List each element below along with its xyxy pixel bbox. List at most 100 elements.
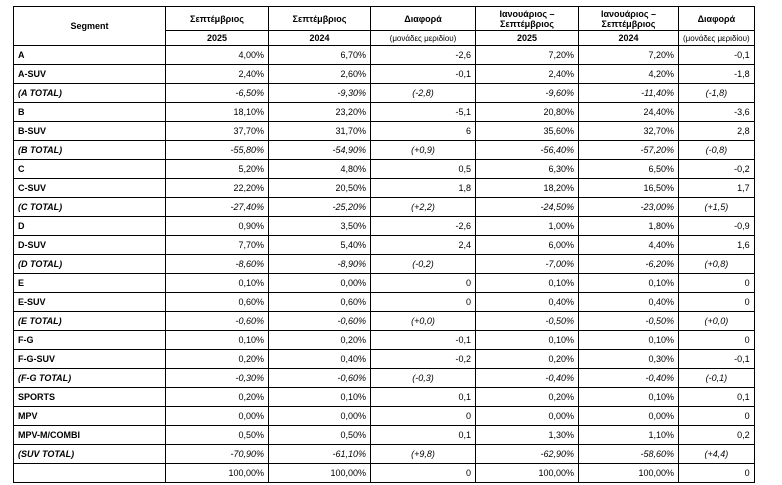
value-cell: 0,00% <box>268 273 371 293</box>
value-cell: 0,2 <box>678 425 755 445</box>
data-row: 100,00% 100,00% 0 100,00% 100,00% 0 <box>13 463 755 483</box>
value-cell: -0,1 <box>370 64 476 84</box>
segment-cell: B <box>13 102 166 122</box>
value-cell: 5,40% <box>268 235 371 255</box>
segment-cell: D <box>13 216 166 236</box>
column-subheader: (μονάδες μεριδίου) <box>678 30 755 46</box>
column-header: Σεπτέμβριος <box>165 6 269 31</box>
segment-cell: C-SUV <box>13 178 166 198</box>
value-cell: -0,50% <box>578 311 679 331</box>
value-cell: 0,20% <box>475 387 579 407</box>
data-row: C-SUV 22,20% 20,50% 1,8 18,20% 16,50% 1,7 <box>13 178 755 198</box>
data-row: F-G 0,10% 0,20% -0,1 0,10% 0,10% 0 <box>13 330 755 350</box>
value-cell: -9,30% <box>268 83 371 103</box>
value-cell: 0 <box>370 273 476 293</box>
value-cell: -24,50% <box>475 197 579 217</box>
value-cell: -0,40% <box>475 368 579 388</box>
value-cell: 2,40% <box>165 64 269 84</box>
value-cell: -27,40% <box>165 197 269 217</box>
value-cell: 2,40% <box>475 64 579 84</box>
value-cell: 100,00% <box>268 463 371 483</box>
value-cell: (+2,2) <box>370 197 476 217</box>
value-cell: -70,90% <box>165 444 269 464</box>
data-table: Segment Σεπτέμβριος Σεπτέμβριος Διαφορά Ιανο… <box>13 6 755 483</box>
data-row: (E TOTAL) -0,60% -0,60% (+0,0) -0,50% -0,50%(… <box>13 311 755 331</box>
value-cell: -11,40% <box>578 83 679 103</box>
value-cell: 0,20% <box>475 349 579 369</box>
value-cell: 1,00% <box>475 216 579 236</box>
segment-cell <box>13 463 166 483</box>
value-cell: (-2,8) <box>370 83 476 103</box>
value-cell: 100,00% <box>475 463 579 483</box>
value-cell: 0,40% <box>268 349 371 369</box>
segment-cell: A-SUV <box>13 64 166 84</box>
value-cell: 0,00% <box>165 406 269 426</box>
value-cell: -0,30% <box>165 368 269 388</box>
data-row: (C TOTAL) -27,40% -25,20% (+2,2) -24,50% -23,… <box>13 197 755 217</box>
value-cell: -57,20% <box>578 140 679 160</box>
column-header: Ιανουάριος – Σεπτέμβριος <box>475 6 579 31</box>
value-cell: 0,10% <box>268 387 371 407</box>
value-cell: -8,60% <box>165 254 269 274</box>
column-header: Ιανουάριος – Σεπτέμβριος <box>578 6 679 31</box>
value-cell: -0,60% <box>268 368 371 388</box>
segment-cell: (D TOTAL) <box>13 254 166 274</box>
value-cell: 0,10% <box>578 387 679 407</box>
header-row: Segment Σεπτέμβριος Σεπτέμβριος Διαφορά Ιανο… <box>13 6 755 46</box>
value-cell: 20,80% <box>475 102 579 122</box>
value-cell: 23,20% <box>268 102 371 122</box>
value-cell: -0,9 <box>678 216 755 236</box>
value-cell: 0,10% <box>578 273 679 293</box>
value-cell: 6 <box>370 121 476 141</box>
value-cell: 0 <box>370 406 476 426</box>
value-cell: 20,50% <box>268 178 371 198</box>
value-cell: -0,60% <box>165 311 269 331</box>
value-cell: 0,00% <box>268 406 371 426</box>
data-row: (B TOTAL) -55,80% -54,90% (+0,9) -56,40% -57,… <box>13 140 755 160</box>
value-cell: (+9,8) <box>370 444 476 464</box>
value-cell: 4,00% <box>165 45 269 65</box>
value-cell: 37,70% <box>165 121 269 141</box>
value-cell: 6,30% <box>475 159 579 179</box>
data-row: MPV 0,00% 0,00% 0 0,00% 0,00% 0 <box>13 406 755 426</box>
value-cell: -0,2 <box>678 159 755 179</box>
value-cell: -3,6 <box>678 102 755 122</box>
value-cell: (+0,0) <box>370 311 476 331</box>
value-cell: 1,10% <box>578 425 679 445</box>
value-cell: 0 <box>678 406 755 426</box>
value-cell: 0 <box>678 330 755 350</box>
segment-cell: D-SUV <box>13 235 166 255</box>
value-cell: -58,60% <box>578 444 679 464</box>
column-header: Διαφορά <box>370 6 476 31</box>
value-cell: -9,60% <box>475 83 579 103</box>
value-cell: -61,10% <box>268 444 371 464</box>
value-cell: 1,30% <box>475 425 579 445</box>
data-row: F-G-SUV 0,20% 0,40% -0,2 0,20% 0,30% -0,1 <box>13 349 755 369</box>
value-cell: 0 <box>370 463 476 483</box>
value-cell: -2,6 <box>370 45 476 65</box>
value-cell: 0,10% <box>475 330 579 350</box>
value-cell: -1,8 <box>678 64 755 84</box>
data-row: A-SUV 2,40% 2,60% -0,1 2,40% 4,20% -1,8 <box>13 64 755 84</box>
value-cell: 22,20% <box>165 178 269 198</box>
value-cell: -0,2 <box>370 349 476 369</box>
segment-cell: MPV <box>13 406 166 426</box>
value-cell: -62,90% <box>475 444 579 464</box>
segment-header: Segment <box>13 6 166 46</box>
value-cell: 4,40% <box>578 235 679 255</box>
value-cell: -6,20% <box>578 254 679 274</box>
value-cell: (+0,9) <box>370 140 476 160</box>
segment-cell: F-G-SUV <box>13 349 166 369</box>
segment-cell: E-SUV <box>13 292 166 312</box>
data-row: (SUV TOTAL) -70,90% -61,10% (+9,8) -62,90% -5… <box>13 444 755 464</box>
value-cell: 0,10% <box>165 273 269 293</box>
value-cell: (-0,8) <box>678 140 755 160</box>
data-row: A 4,00% 6,70% -2,6 7,20% 7,20% -0,1 <box>13 45 755 65</box>
column-subheader: 2025 <box>475 30 579 46</box>
value-cell: 0,10% <box>165 330 269 350</box>
value-cell: 6,50% <box>578 159 679 179</box>
value-cell: 0,20% <box>165 387 269 407</box>
sheet: Segment Σεπτέμβριος Σεπτέμβριος Διαφορά Ιανο… <box>13 6 755 483</box>
value-cell: 0 <box>678 273 755 293</box>
